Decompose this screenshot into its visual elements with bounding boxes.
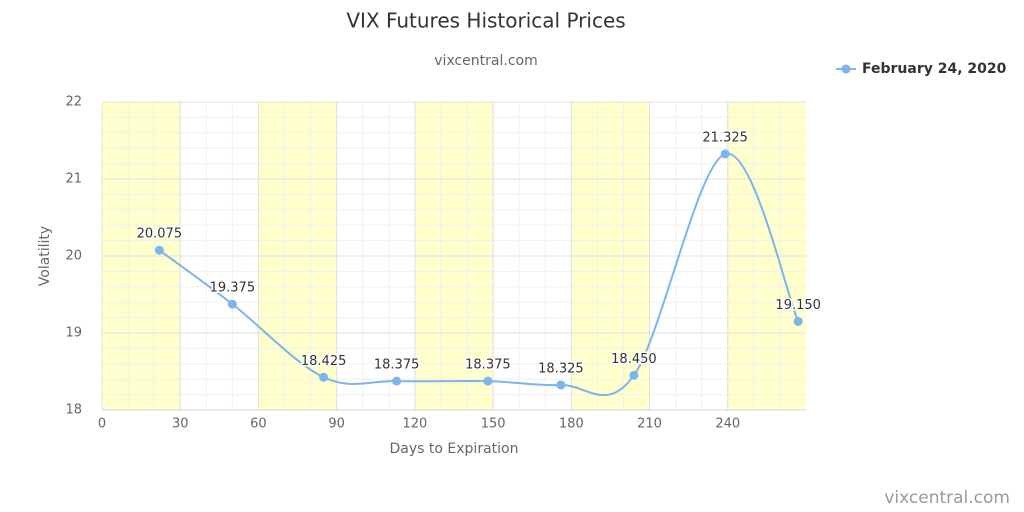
data-point [154, 245, 164, 255]
legend-label: February 24, 2020 [862, 61, 1007, 77]
data-point [720, 149, 730, 159]
y-tick-label: 20 [65, 249, 82, 264]
data-point [629, 370, 639, 380]
x-tick-label: 150 [481, 417, 506, 432]
y-tick-label: 18 [65, 403, 82, 418]
chart-title: VIX Futures Historical Prices [346, 9, 625, 33]
x-axis-title: Days to Expiration [390, 441, 519, 457]
data-label: 20.075 [137, 227, 183, 242]
legend-symbol [841, 64, 851, 74]
data-point [483, 376, 493, 386]
data-point [319, 372, 329, 382]
data-label: 18.325 [538, 361, 584, 376]
y-tick-label: 19 [65, 326, 82, 341]
data-label: 18.450 [611, 352, 657, 367]
data-point [793, 316, 803, 326]
x-tick-label: 0 [98, 417, 106, 432]
data-label: 19.150 [775, 298, 821, 313]
data-label: 19.375 [210, 281, 256, 296]
x-tick-label: 210 [637, 417, 662, 432]
y-axis-title: Volatility [37, 226, 53, 286]
data-label: 18.425 [301, 354, 347, 369]
data-label: 18.375 [374, 358, 420, 373]
data-label: 18.375 [465, 358, 511, 373]
x-tick-label: 90 [328, 417, 345, 432]
x-tick-label: 60 [250, 417, 267, 432]
y-tick-label: 22 [65, 95, 82, 110]
data-point [556, 380, 566, 390]
data-point [392, 376, 402, 386]
data-point [227, 299, 237, 309]
chart-subtitle: vixcentral.com [434, 53, 537, 69]
x-tick-label: 30 [172, 417, 189, 432]
y-tick-label: 21 [65, 172, 82, 187]
data-label: 21.325 [702, 130, 748, 145]
x-tick-label: 180 [559, 417, 584, 432]
x-tick-label: 240 [715, 417, 740, 432]
x-tick-label: 120 [402, 417, 427, 432]
credit: vixcentral.com [884, 488, 1010, 508]
